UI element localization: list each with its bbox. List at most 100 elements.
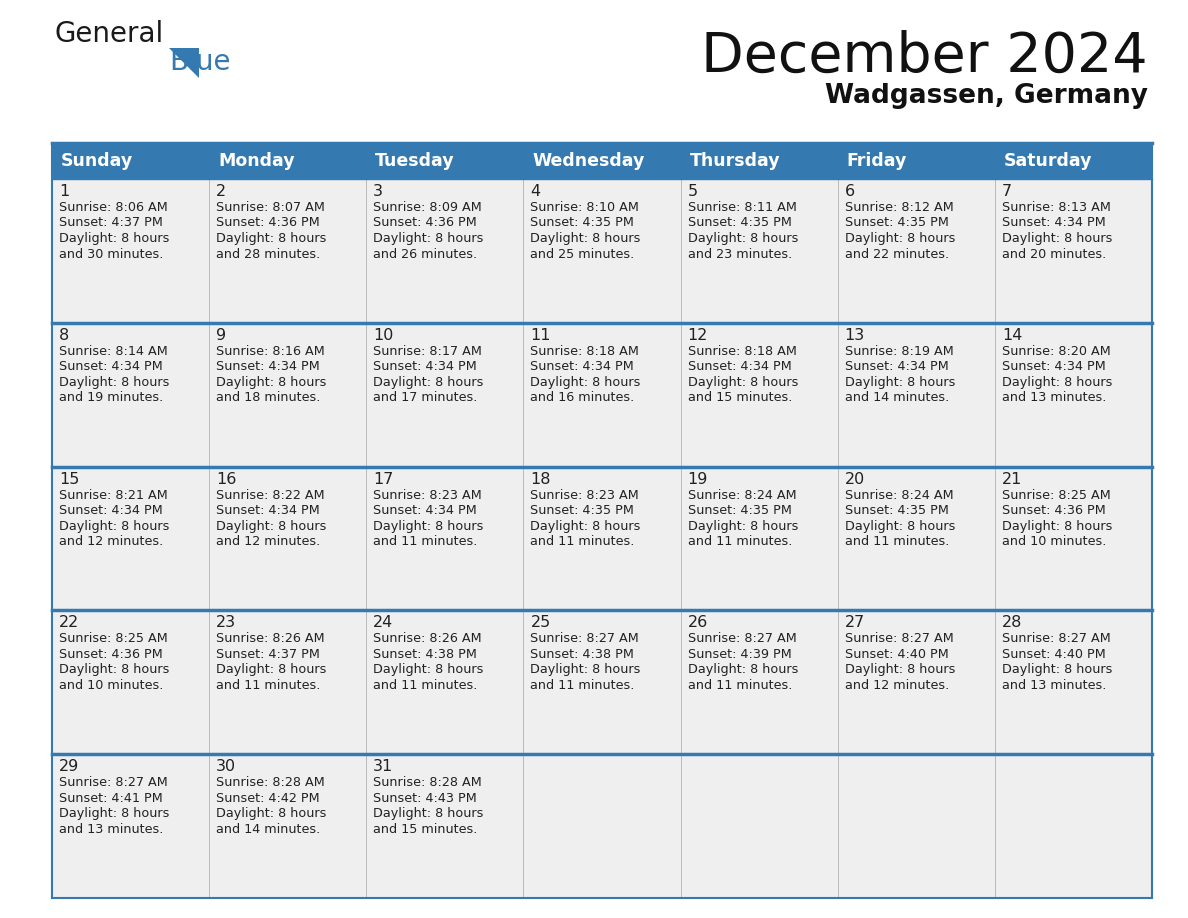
Bar — [838, 179, 994, 323]
Text: Sunrise: 8:06 AM: Sunrise: 8:06 AM — [59, 201, 168, 214]
Text: Sunrise: 8:12 AM: Sunrise: 8:12 AM — [845, 201, 954, 214]
Bar — [52, 755, 209, 898]
Text: Daylight: 8 hours: Daylight: 8 hours — [530, 375, 640, 389]
Bar — [524, 610, 681, 755]
Text: Daylight: 8 hours: Daylight: 8 hours — [1001, 520, 1112, 532]
Text: Sunset: 4:38 PM: Sunset: 4:38 PM — [530, 648, 634, 661]
Bar — [994, 610, 1152, 755]
Text: Daylight: 8 hours: Daylight: 8 hours — [530, 664, 640, 677]
Text: Sunrise: 8:19 AM: Sunrise: 8:19 AM — [845, 345, 954, 358]
Text: Sunrise: 8:27 AM: Sunrise: 8:27 AM — [845, 633, 954, 645]
Text: Daylight: 8 hours: Daylight: 8 hours — [59, 232, 170, 245]
Text: Sunset: 4:36 PM: Sunset: 4:36 PM — [216, 217, 320, 230]
Text: and 19 minutes.: and 19 minutes. — [59, 391, 163, 404]
Bar — [366, 143, 524, 179]
Text: Blue: Blue — [169, 48, 230, 76]
Text: and 12 minutes.: and 12 minutes. — [845, 679, 949, 692]
Text: and 20 minutes.: and 20 minutes. — [1001, 248, 1106, 261]
Text: Monday: Monday — [219, 152, 295, 170]
Text: Daylight: 8 hours: Daylight: 8 hours — [373, 232, 484, 245]
Text: 18: 18 — [530, 472, 551, 487]
Text: Daylight: 8 hours: Daylight: 8 hours — [59, 807, 170, 820]
Bar — [209, 755, 366, 898]
Text: Sunset: 4:36 PM: Sunset: 4:36 PM — [59, 648, 163, 661]
Text: Daylight: 8 hours: Daylight: 8 hours — [845, 375, 955, 389]
Text: Wadgassen, Germany: Wadgassen, Germany — [824, 83, 1148, 109]
Text: Sunrise: 8:24 AM: Sunrise: 8:24 AM — [845, 488, 953, 501]
Bar — [52, 179, 209, 323]
Text: 10: 10 — [373, 328, 393, 342]
Bar — [52, 466, 209, 610]
Text: Daylight: 8 hours: Daylight: 8 hours — [216, 664, 327, 677]
Text: Sunset: 4:40 PM: Sunset: 4:40 PM — [845, 648, 948, 661]
Bar — [366, 323, 524, 466]
Text: Sunrise: 8:28 AM: Sunrise: 8:28 AM — [373, 777, 482, 789]
Text: Sunset: 4:34 PM: Sunset: 4:34 PM — [216, 360, 320, 374]
Text: Daylight: 8 hours: Daylight: 8 hours — [216, 375, 327, 389]
Bar — [681, 323, 838, 466]
Text: Sunrise: 8:23 AM: Sunrise: 8:23 AM — [373, 488, 482, 501]
Text: 4: 4 — [530, 184, 541, 199]
Text: and 11 minutes.: and 11 minutes. — [688, 679, 792, 692]
Bar — [838, 755, 994, 898]
Text: 20: 20 — [845, 472, 865, 487]
Text: Sunrise: 8:14 AM: Sunrise: 8:14 AM — [59, 345, 168, 358]
Bar — [524, 143, 681, 179]
Text: and 18 minutes.: and 18 minutes. — [216, 391, 321, 404]
Text: Daylight: 8 hours: Daylight: 8 hours — [216, 807, 327, 820]
Text: and 11 minutes.: and 11 minutes. — [845, 535, 949, 548]
Bar — [366, 466, 524, 610]
Text: Daylight: 8 hours: Daylight: 8 hours — [216, 520, 327, 532]
Text: Daylight: 8 hours: Daylight: 8 hours — [373, 520, 484, 532]
Text: and 15 minutes.: and 15 minutes. — [373, 823, 478, 835]
Text: Sunrise: 8:23 AM: Sunrise: 8:23 AM — [530, 488, 639, 501]
Text: and 30 minutes.: and 30 minutes. — [59, 248, 164, 261]
Text: Sunrise: 8:27 AM: Sunrise: 8:27 AM — [688, 633, 796, 645]
Bar — [681, 755, 838, 898]
Text: 17: 17 — [373, 472, 393, 487]
Text: and 14 minutes.: and 14 minutes. — [216, 823, 321, 835]
Text: Daylight: 8 hours: Daylight: 8 hours — [688, 375, 798, 389]
Text: Sunset: 4:34 PM: Sunset: 4:34 PM — [373, 504, 478, 517]
Text: Tuesday: Tuesday — [375, 152, 455, 170]
Text: Daylight: 8 hours: Daylight: 8 hours — [216, 232, 327, 245]
Text: Daylight: 8 hours: Daylight: 8 hours — [530, 232, 640, 245]
Text: Daylight: 8 hours: Daylight: 8 hours — [845, 520, 955, 532]
Text: 21: 21 — [1001, 472, 1022, 487]
Text: December 2024: December 2024 — [701, 30, 1148, 84]
Text: Daylight: 8 hours: Daylight: 8 hours — [373, 375, 484, 389]
Text: Daylight: 8 hours: Daylight: 8 hours — [845, 232, 955, 245]
Text: Sunset: 4:42 PM: Sunset: 4:42 PM — [216, 791, 320, 805]
Bar — [838, 610, 994, 755]
Text: Sunset: 4:36 PM: Sunset: 4:36 PM — [373, 217, 478, 230]
Text: Sunset: 4:35 PM: Sunset: 4:35 PM — [688, 217, 791, 230]
Bar — [994, 179, 1152, 323]
Text: Sunrise: 8:07 AM: Sunrise: 8:07 AM — [216, 201, 326, 214]
Text: 28: 28 — [1001, 615, 1022, 631]
Text: Daylight: 8 hours: Daylight: 8 hours — [1001, 375, 1112, 389]
Text: Sunrise: 8:27 AM: Sunrise: 8:27 AM — [59, 777, 168, 789]
Bar — [209, 466, 366, 610]
Text: Sunrise: 8:24 AM: Sunrise: 8:24 AM — [688, 488, 796, 501]
Bar — [681, 143, 838, 179]
Text: Sunset: 4:34 PM: Sunset: 4:34 PM — [59, 360, 163, 374]
Text: Sunrise: 8:18 AM: Sunrise: 8:18 AM — [530, 345, 639, 358]
Text: 13: 13 — [845, 328, 865, 342]
Text: Daylight: 8 hours: Daylight: 8 hours — [373, 807, 484, 820]
Text: 31: 31 — [373, 759, 393, 774]
Text: and 15 minutes.: and 15 minutes. — [688, 391, 792, 404]
Bar — [366, 610, 524, 755]
Text: and 16 minutes.: and 16 minutes. — [530, 391, 634, 404]
Text: Sunrise: 8:22 AM: Sunrise: 8:22 AM — [216, 488, 324, 501]
Bar — [524, 755, 681, 898]
Bar — [681, 466, 838, 610]
Text: Sunset: 4:41 PM: Sunset: 4:41 PM — [59, 791, 163, 805]
Text: and 12 minutes.: and 12 minutes. — [59, 535, 163, 548]
Text: Daylight: 8 hours: Daylight: 8 hours — [688, 520, 798, 532]
Bar — [52, 143, 209, 179]
Bar — [994, 755, 1152, 898]
Text: and 13 minutes.: and 13 minutes. — [59, 823, 164, 835]
Text: and 11 minutes.: and 11 minutes. — [216, 679, 321, 692]
Text: Sunset: 4:36 PM: Sunset: 4:36 PM — [1001, 504, 1106, 517]
Text: Sunset: 4:35 PM: Sunset: 4:35 PM — [845, 504, 948, 517]
